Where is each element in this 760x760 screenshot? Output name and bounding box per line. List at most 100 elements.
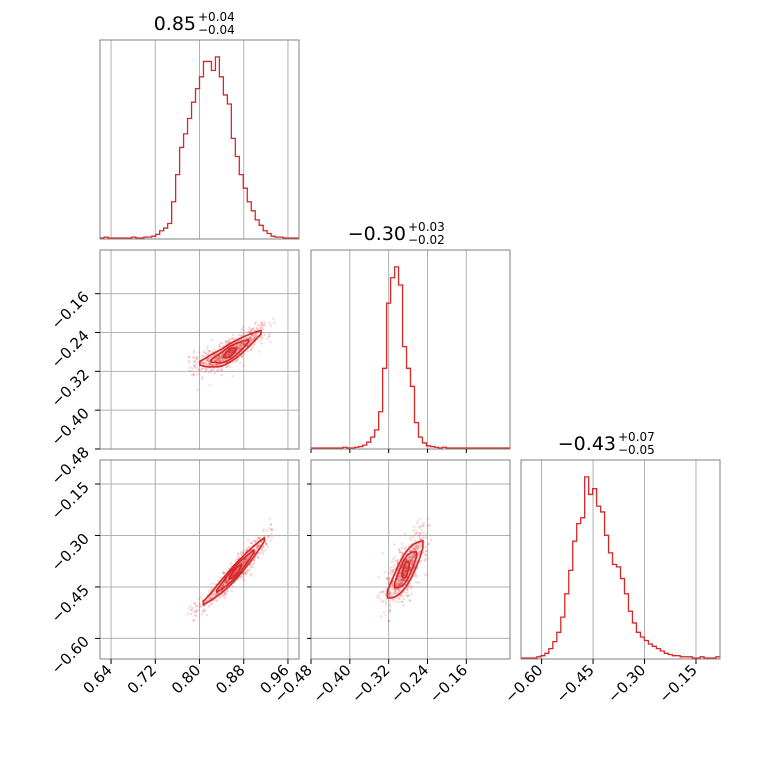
panel-frame <box>99 249 300 450</box>
scatter-point <box>412 554 415 557</box>
scatter-point <box>397 587 401 591</box>
scatter-point <box>400 581 403 584</box>
scatter-point <box>207 363 210 366</box>
scatter-point <box>266 534 270 538</box>
scatter-point <box>402 579 405 582</box>
scatter-point <box>200 367 204 370</box>
scatter-point <box>252 539 255 543</box>
scatter-point <box>205 358 208 362</box>
scatter-point <box>420 559 423 563</box>
scatter-point <box>426 557 429 561</box>
scatter-point <box>422 521 425 525</box>
scatter-point <box>385 597 388 601</box>
contour-level-3 <box>228 563 243 581</box>
scatter-point <box>400 551 403 554</box>
scatter-point <box>378 597 382 600</box>
scatter-point <box>248 569 251 572</box>
scatter-point <box>225 358 228 361</box>
scatter-point <box>226 353 230 356</box>
scatter-point <box>410 555 413 558</box>
scatter-point <box>208 349 212 353</box>
scatter-point <box>192 349 196 352</box>
scatter-point <box>188 369 192 373</box>
scatter-point <box>243 561 246 564</box>
scatter-point <box>423 559 427 562</box>
scatter-point <box>388 595 392 598</box>
scatter-point <box>208 362 212 365</box>
scatter-point <box>400 579 404 582</box>
scatter-point <box>404 566 407 570</box>
scatter-point <box>262 545 266 549</box>
scatter-point <box>218 360 222 363</box>
scatter-point <box>210 596 214 600</box>
scatter-point <box>229 564 233 567</box>
x-tick-label: −0.15 <box>656 661 701 706</box>
scatter-point <box>409 549 413 552</box>
scatter-point <box>210 355 213 358</box>
scatter-point <box>393 588 397 591</box>
scatter-point <box>224 581 228 584</box>
scatter-point <box>253 561 256 565</box>
scatter-point <box>377 594 380 597</box>
scatter-point <box>248 330 251 334</box>
scatter-point <box>225 579 228 582</box>
scatter-point <box>250 339 254 342</box>
scatter-point <box>221 359 225 362</box>
scatter-point <box>226 578 229 582</box>
scatter-point <box>223 596 226 600</box>
scatter-point <box>405 566 408 570</box>
scatter-point <box>397 600 400 604</box>
scatter-point <box>232 572 235 575</box>
scatter-point <box>239 345 243 348</box>
scatter-point <box>402 578 405 581</box>
scatter-point <box>213 359 217 363</box>
scatter-point <box>228 338 231 341</box>
scatter-point <box>384 593 387 596</box>
scatter-point <box>397 582 401 586</box>
scatter-point <box>201 604 205 608</box>
scatter-point <box>412 553 415 557</box>
scatter-point <box>391 569 395 572</box>
scatter-point <box>405 546 408 549</box>
scatter-point <box>197 368 200 371</box>
scatter-point <box>397 583 401 587</box>
scatter-point <box>392 597 395 601</box>
scatter-point <box>210 586 213 590</box>
scatter-point <box>240 328 244 331</box>
scatter-point <box>249 542 252 545</box>
y-tick-label: −0.16 <box>48 288 93 333</box>
scatter-point <box>398 598 401 601</box>
scatter-point <box>198 605 202 609</box>
scatter-point <box>425 533 428 536</box>
scatter-point <box>256 536 260 540</box>
scatter-point <box>244 559 248 563</box>
scatter-point <box>204 608 207 612</box>
scatter-point <box>242 328 245 332</box>
scatter-point <box>416 543 419 546</box>
scatter-point <box>416 547 420 550</box>
scatter-point <box>416 544 419 548</box>
scatter-point <box>400 578 404 581</box>
scatter-point <box>232 348 235 352</box>
scatter-point <box>201 377 204 380</box>
scatter-point <box>208 360 211 364</box>
scatter-point <box>234 559 237 562</box>
scatter-point <box>388 609 392 612</box>
scatter-point <box>422 551 425 555</box>
scatter-point <box>253 336 257 339</box>
scatter-point <box>257 552 261 555</box>
scatter-point <box>388 610 391 614</box>
scatter-point <box>401 600 404 604</box>
scatter-point <box>227 350 231 354</box>
scatter-point <box>245 557 248 561</box>
y-tick-label: −0.45 <box>48 581 93 626</box>
scatter-point <box>424 536 428 539</box>
scatter-point <box>217 358 220 361</box>
scatter-point <box>263 323 266 327</box>
scatter-point <box>420 528 423 532</box>
scatter-point <box>230 589 233 593</box>
scatter-point <box>260 547 264 550</box>
scatter-point <box>202 362 205 365</box>
scatter-point <box>238 347 242 351</box>
